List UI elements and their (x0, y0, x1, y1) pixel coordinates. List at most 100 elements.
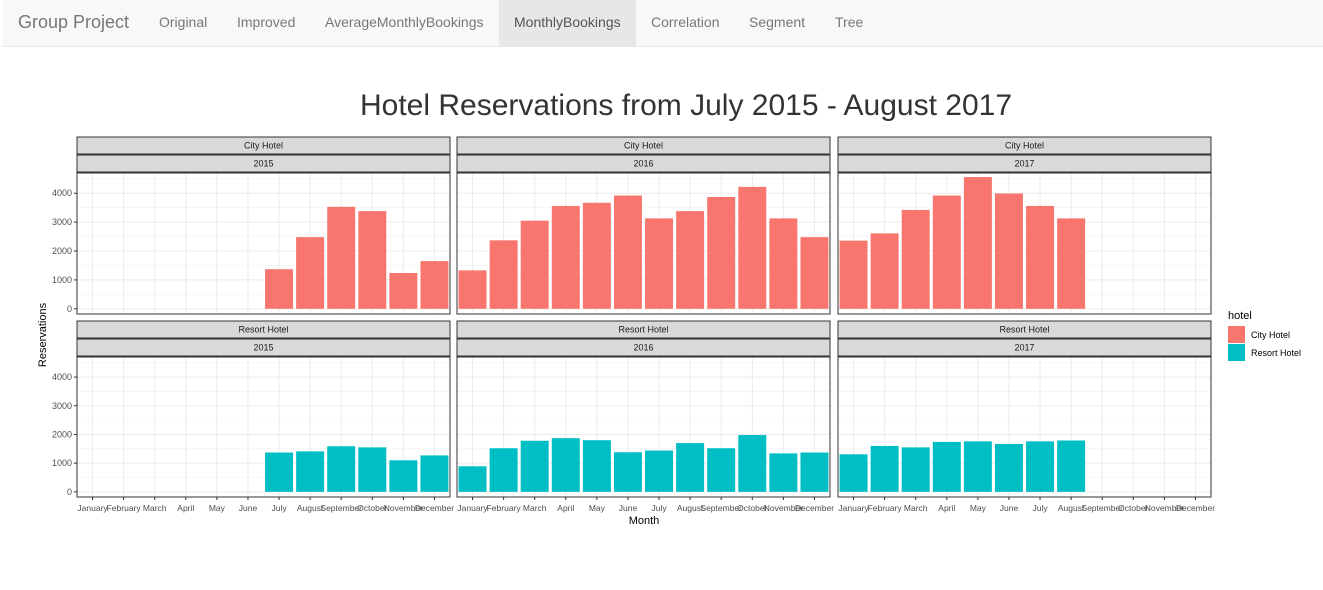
bar-city-hotel-2017-february (870, 233, 899, 309)
panel-border (456, 172, 831, 315)
x-tick-label: November (764, 503, 803, 513)
nav-item-segment[interactable]: Segment (749, 14, 806, 30)
x-tick-label: June (1000, 503, 1019, 513)
facet-strip-year-label: 2016 (633, 159, 653, 169)
bar-city-hotel-2015-september (327, 206, 356, 309)
facet-strip-year (76, 338, 451, 357)
bar-city-hotel-2016-november (769, 218, 798, 309)
bar-city-hotel-2017-june (994, 193, 1023, 309)
bar-city-hotel-2015-july (265, 269, 294, 309)
facet-strip-hotel (76, 136, 451, 155)
bar-city-hotel-2017-july (1026, 205, 1055, 309)
bar-city-hotel-2015-november (389, 272, 418, 309)
panel-background (77, 173, 450, 314)
y-axis-label: Reservations (37, 302, 49, 367)
bar-city-hotel-2015-august (296, 237, 325, 309)
bar-resort-hotel-2016-october (738, 435, 767, 492)
bar-city-hotel-2017-march (901, 209, 930, 309)
x-tick-label: January (838, 503, 869, 513)
bar-resort-hotel-2017-may (963, 441, 992, 492)
facet-strip-year (837, 154, 1212, 173)
bar-resort-hotel-2017-august (1057, 440, 1086, 492)
panel-background (457, 357, 830, 497)
x-tick-label: April (557, 503, 574, 513)
panel-background (838, 357, 1211, 497)
panel-border (837, 356, 1212, 498)
x-tick-label: December (415, 503, 454, 513)
bar-city-hotel-2016-february (489, 240, 518, 309)
facet-strip-hotel-label: City Hotel (624, 141, 663, 151)
bar-city-hotel-2016-april (551, 205, 580, 309)
bar-city-hotel-2017-august (1057, 218, 1086, 309)
bar-resort-hotel-2016-august (676, 443, 705, 492)
y-tick-label: 0 (67, 487, 72, 497)
bar-resort-hotel-2017-march (901, 447, 930, 492)
bar-resort-hotel-2017-july (1026, 441, 1055, 492)
nav-item-averagemonthlybookings[interactable]: AverageMonthlyBookings (325, 14, 484, 30)
bar-city-hotel-2017-may (963, 177, 992, 309)
facet-strip-year-label: 2015 (253, 159, 273, 169)
x-tick-label: January (77, 503, 108, 513)
facet-strip-hotel (76, 320, 451, 339)
facet-strip-hotel (456, 320, 831, 339)
x-tick-label: July (271, 503, 287, 513)
x-tick-label: October (1118, 503, 1148, 513)
bar-city-hotel-2016-december (800, 237, 829, 309)
x-tick-label: June (239, 503, 258, 513)
nav-item-original[interactable]: Original (159, 14, 208, 30)
bar-city-hotel-2016-july (645, 218, 674, 309)
bar-city-hotel-2016-september (707, 196, 736, 309)
y-tick-label: 2000 (52, 246, 72, 256)
x-tick-label: May (970, 503, 987, 513)
panel-border (837, 172, 1212, 315)
bar-city-hotel-2017-january (839, 240, 868, 309)
nav-item-improved[interactable]: Improved (237, 14, 296, 30)
navbar-brand[interactable]: Group Project (18, 12, 130, 32)
panel-background (77, 357, 450, 497)
bar-city-hotel-2015-december (420, 261, 449, 309)
y-tick-label: 4000 (52, 188, 72, 198)
bar-resort-hotel-2015-september (327, 446, 356, 492)
bar-resort-hotel-2015-october (358, 447, 387, 492)
y-tick-label: 0 (67, 304, 72, 314)
x-tick-label: October (737, 503, 767, 513)
x-tick-label: November (384, 503, 423, 513)
bar-resort-hotel-2016-april (551, 438, 580, 492)
y-tick-label: 3000 (52, 217, 72, 227)
x-tick-label: September (1081, 503, 1123, 513)
bar-resort-hotel-2015-july (265, 452, 294, 492)
bar-resort-hotel-2016-february (489, 448, 518, 492)
x-tick-label: April (938, 503, 955, 513)
x-tick-label: June (619, 503, 638, 513)
bar-resort-hotel-2016-march (520, 440, 549, 492)
bar-city-hotel-2017-april (932, 195, 961, 309)
x-axis-label: Month (629, 515, 660, 527)
facet-strip-year-label: 2016 (633, 343, 653, 353)
facet-strip-year (837, 338, 1212, 357)
legend-key-resort-hotel (1228, 344, 1245, 361)
bar-resort-hotel-2016-september (707, 448, 736, 492)
y-tick-label: 1000 (52, 275, 72, 285)
y-tick-label: 3000 (52, 401, 72, 411)
y-tick-label: 1000 (52, 458, 72, 468)
nav-item-correlation[interactable]: Correlation (651, 14, 720, 30)
facet-strip-hotel-label: Resort Hotel (618, 325, 668, 335)
bar-city-hotel-2016-october (738, 186, 767, 309)
facet-strip-hotel (837, 320, 1212, 339)
y-tick-label: 4000 (52, 372, 72, 382)
bar-resort-hotel-2016-january (458, 466, 487, 492)
legend-label: Resort Hotel (1251, 348, 1301, 358)
x-tick-label: February (487, 503, 522, 513)
legend-title: hotel (1228, 310, 1252, 322)
facet-strip-hotel-label: Resort Hotel (238, 325, 288, 335)
bar-city-hotel-2016-march (520, 220, 549, 309)
nav-item-monthlybookings[interactable]: MonthlyBookings (499, 0, 636, 46)
bar-resort-hotel-2016-july (645, 450, 674, 492)
nav-item-tree[interactable]: Tree (835, 14, 864, 30)
x-tick-label: March (143, 503, 167, 513)
facet-strip-hotel (837, 136, 1212, 155)
x-tick-label: May (589, 503, 606, 513)
panel-border (76, 356, 451, 498)
bar-city-hotel-2016-august (676, 211, 705, 309)
bar-resort-hotel-2016-june (613, 452, 642, 492)
